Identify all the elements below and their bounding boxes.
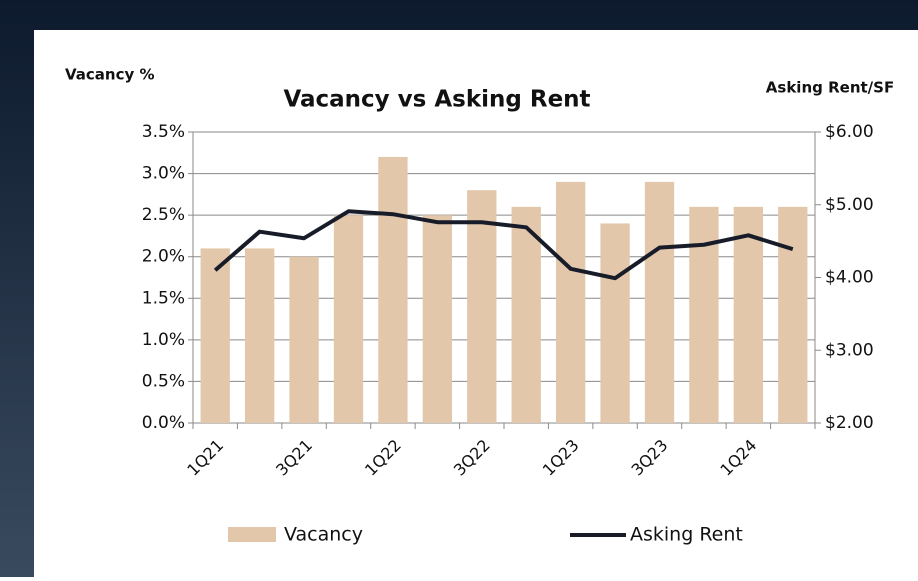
bar <box>422 215 453 423</box>
y2-tick-label: $2.00 <box>825 413 874 433</box>
bar <box>244 248 275 423</box>
bar <box>333 215 364 423</box>
y-tick-label: 3.5% <box>142 122 185 142</box>
bar <box>467 190 497 423</box>
y2-tick-label: $6.00 <box>825 122 874 142</box>
bar <box>600 223 630 423</box>
bar <box>289 256 319 423</box>
bar <box>778 206 808 423</box>
y2-tick-label: $5.00 <box>825 195 874 215</box>
y2-axis-label: Asking Rent/SF <box>766 79 894 97</box>
y-axis-label: Vacancy % <box>65 66 155 84</box>
y-tick-label: 1.0% <box>142 330 185 350</box>
line <box>213 209 794 281</box>
bar <box>511 206 541 423</box>
y-tick-label: 1.5% <box>142 288 185 308</box>
y-tick-label: 0.0% <box>142 413 185 433</box>
y-tick-label: 3.0% <box>142 164 185 184</box>
bar <box>689 206 719 423</box>
legend-label: Vacancy <box>284 524 363 546</box>
y-tick-label: 2.5% <box>142 205 185 225</box>
legend-swatch <box>228 527 276 542</box>
chart-title: Vacancy vs Asking Rent <box>283 87 590 113</box>
bar <box>200 248 230 423</box>
bar <box>644 181 675 423</box>
y-tick-label: 2.0% <box>142 247 185 267</box>
y-tick-label: 0.5% <box>142 371 185 391</box>
y2-tick-label: $3.00 <box>825 340 874 360</box>
legend-label: Asking Rent <box>630 524 743 546</box>
bar <box>378 156 408 423</box>
bar <box>733 206 764 423</box>
bar <box>555 181 586 423</box>
y2-tick-label: $4.00 <box>825 268 874 288</box>
